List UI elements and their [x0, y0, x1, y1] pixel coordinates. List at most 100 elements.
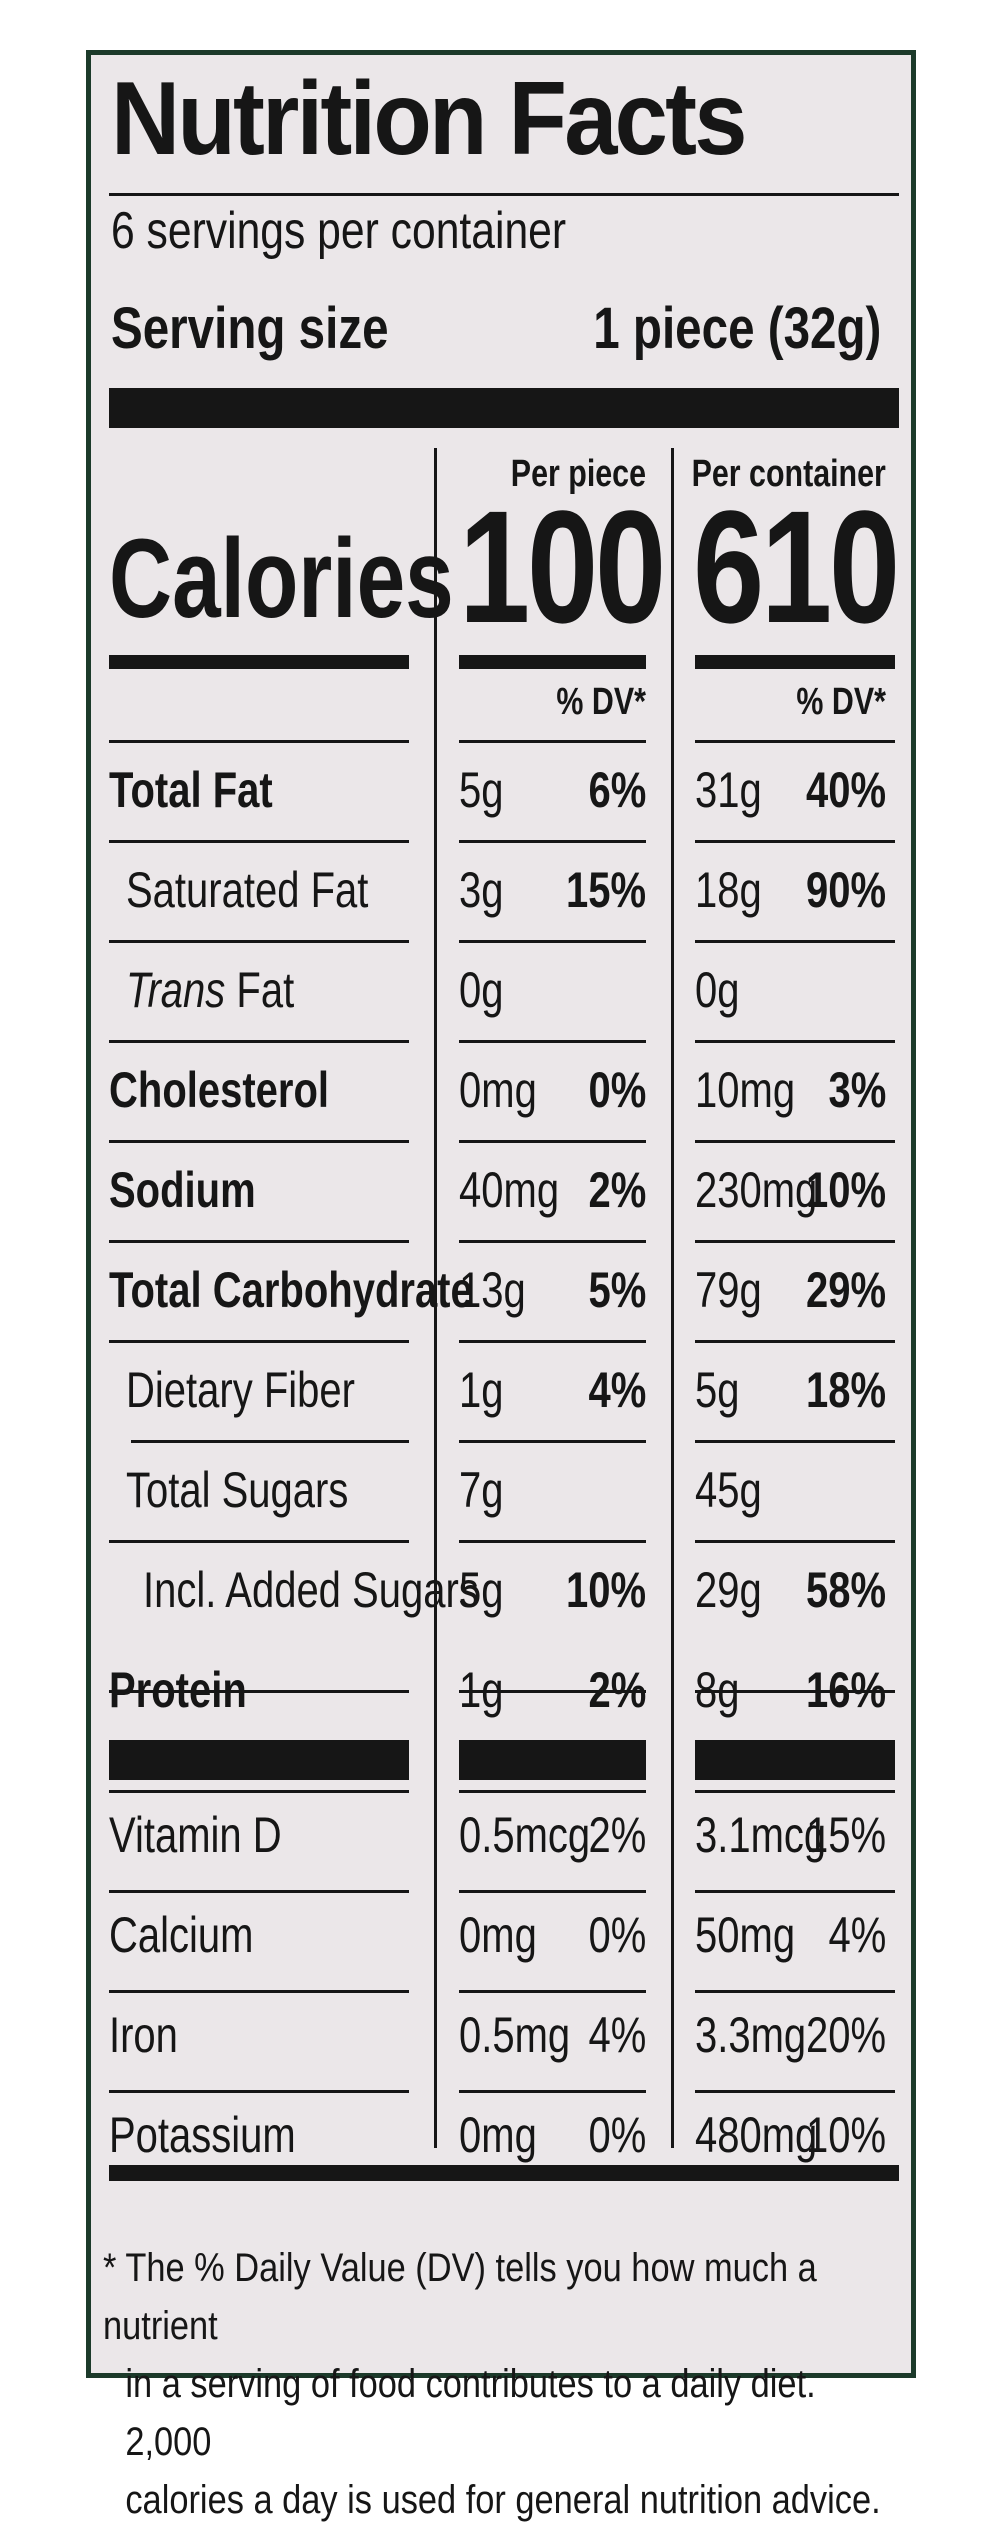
- calories-bar-label: [109, 655, 409, 669]
- dv-per-container: 4%: [828, 1907, 886, 1963]
- column-divider-left: [434, 448, 437, 2148]
- dv-per-container: 29%: [805, 1262, 886, 1318]
- amount-per-container: 5g: [695, 1362, 740, 1418]
- amount-per-piece: 13g: [459, 1262, 526, 1318]
- row-separator: [695, 2090, 895, 2093]
- dv-per-piece: 4%: [588, 2007, 646, 2063]
- dv-per-piece: 2%: [588, 1662, 646, 1718]
- calories-bar-container: [695, 655, 895, 669]
- vitamin-bar-piece: [459, 1740, 646, 1780]
- amount-per-piece: 1g: [459, 1662, 504, 1718]
- row-separator: [109, 2090, 409, 2093]
- column-header-per-piece: Per piece: [510, 453, 646, 495]
- vitamin-bar-label: [109, 1740, 409, 1780]
- dv-per-piece: 6%: [588, 762, 646, 818]
- thick-divider-bottom: [109, 2165, 899, 2181]
- footnote-line: * The % Daily Value (DV) tells you how m…: [103, 2246, 817, 2348]
- dv-per-container: 16%: [805, 1662, 886, 1718]
- dv-per-container: 10%: [805, 2107, 886, 2163]
- amount-per-container: 29g: [695, 1562, 762, 1618]
- amount-per-container: 480mg: [695, 2107, 818, 2163]
- dv-per-container: 3%: [828, 1062, 886, 1118]
- dv-per-piece: 15%: [565, 862, 646, 918]
- trans-italic: Trans: [126, 962, 226, 1018]
- amount-per-container: 45g: [695, 1462, 762, 1518]
- calories-per-container: 610: [693, 477, 900, 656]
- row-separator: [459, 2090, 646, 2093]
- amount-per-piece: 40mg: [459, 1162, 560, 1218]
- amount-per-container: 8g: [695, 1662, 740, 1718]
- dv-per-container: 10%: [805, 1162, 886, 1218]
- amount-per-container: 230mg: [695, 1162, 818, 1218]
- thick-divider-top: [109, 388, 899, 428]
- serving-size-value: 1 piece (32g): [592, 296, 881, 361]
- amount-per-piece: 0.5mcg: [459, 1807, 591, 1863]
- dv-per-piece: 5%: [588, 1262, 646, 1318]
- dv-per-piece: 2%: [588, 1807, 646, 1863]
- amount-per-piece: 7g: [459, 1462, 504, 1518]
- amount-per-piece: 5g: [459, 1562, 504, 1618]
- vitamin-name: Potassium: [109, 2107, 296, 2163]
- amount-per-container: 10mg: [695, 1062, 796, 1118]
- amount-per-piece: 1g: [459, 1362, 504, 1418]
- nutrient-name: Total Sugars: [126, 1462, 349, 1518]
- amount-per-piece: 5g: [459, 762, 504, 818]
- nutrient-name: Total Carbohydrate: [109, 1262, 473, 1318]
- dv-per-container: 15%: [805, 1807, 886, 1863]
- nutrient-name: Incl. Added Sugars: [143, 1562, 479, 1618]
- nutrient-name: Cholesterol: [109, 1062, 330, 1118]
- nutrient-name: Trans Fat: [126, 965, 294, 1015]
- amount-per-container: 79g: [695, 1262, 762, 1318]
- label-title: Nutrition Facts: [111, 61, 747, 177]
- nutrient-name: Total Fat: [109, 762, 273, 818]
- calories-per-piece: 100: [459, 477, 666, 656]
- footnote-line: calories a day is used for general nutri…: [125, 2478, 881, 2522]
- amount-per-piece: 0.5mg: [459, 2007, 571, 2063]
- row-separator: [109, 1990, 409, 1993]
- row-separator: [695, 1990, 895, 1993]
- amount-per-piece: 0g: [459, 962, 504, 1018]
- dv-per-piece: 10%: [565, 1562, 646, 1618]
- amount-per-piece: 0mg: [459, 1907, 537, 1963]
- dv-header-per-container: % DV*: [796, 681, 886, 723]
- servings-per-container: 6 servings per container: [111, 202, 567, 260]
- nutrient-name: Sodium: [109, 1162, 256, 1218]
- dv-per-piece: 0%: [588, 1062, 646, 1118]
- dv-per-container: 90%: [805, 862, 886, 918]
- dv-per-container: 20%: [805, 2007, 886, 2063]
- nutrition-facts-panel: Nutrition Facts 6 servings per container…: [86, 50, 916, 2522]
- amount-per-container: 31g: [695, 762, 762, 818]
- dv-per-container: 40%: [805, 762, 886, 818]
- column-divider-right: [671, 448, 674, 2148]
- vitamin-bar-container: [695, 1740, 895, 1780]
- vitamin-name: Vitamin D: [109, 1807, 282, 1863]
- calories-label: Calories: [109, 516, 454, 641]
- nutrient-name: Saturated Fat: [126, 862, 369, 918]
- daily-value-footnote: * The % Daily Value (DV) tells you how m…: [103, 2239, 894, 2529]
- dv-per-piece: 0%: [588, 1907, 646, 1963]
- dv-per-piece: 4%: [588, 1362, 646, 1418]
- trans-fat-suffix: Fat: [225, 962, 295, 1018]
- dv-per-container: 18%: [805, 1362, 886, 1418]
- footnote-line: in a serving of food contributes to a da…: [125, 2362, 816, 2464]
- dv-per-piece: 2%: [588, 1162, 646, 1218]
- amount-per-piece: 3g: [459, 862, 504, 918]
- dv-per-piece: 0%: [588, 2107, 646, 2163]
- amount-per-container: 50mg: [695, 1907, 796, 1963]
- calories-bar-piece: [459, 655, 646, 669]
- nutrient-name: Dietary Fiber: [126, 1362, 355, 1418]
- amount-per-container: 3.3mg: [695, 2007, 807, 2063]
- column-header-per-container: Per container: [691, 453, 886, 495]
- dv-header-per-piece: % DV*: [556, 681, 646, 723]
- amount-per-container: 3.1mcg: [695, 1807, 827, 1863]
- amount-per-piece: 0mg: [459, 1062, 537, 1118]
- nutrient-name: Protein: [109, 1662, 247, 1718]
- title-divider: [109, 193, 899, 196]
- serving-size-label: Serving size: [111, 296, 389, 361]
- dv-per-container: 58%: [805, 1562, 886, 1618]
- vitamin-name: Iron: [109, 2007, 178, 2063]
- amount-per-piece: 0mg: [459, 2107, 537, 2163]
- amount-per-container: 18g: [695, 862, 762, 918]
- vitamin-name: Calcium: [109, 1907, 254, 1963]
- row-separator: [459, 1990, 646, 1993]
